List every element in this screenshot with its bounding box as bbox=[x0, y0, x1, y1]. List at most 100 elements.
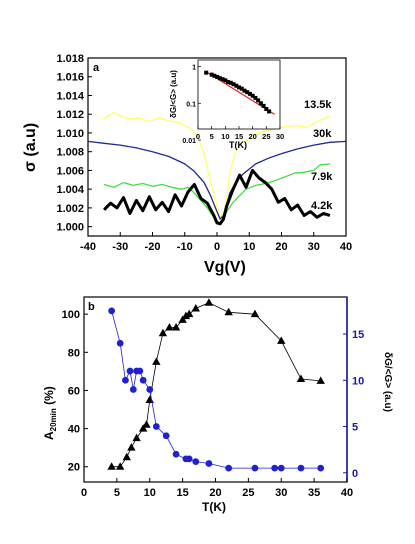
panel-b-y2label: δG/<G> (a.u) bbox=[382, 352, 393, 412]
y-tick-label: 1.006 bbox=[56, 165, 84, 177]
circle-marker bbox=[116, 339, 124, 347]
inset-point bbox=[223, 78, 228, 83]
x-tick-label: 40 bbox=[340, 241, 352, 253]
panel-b: b 0 5 10 15 20 25 30 35 40 20 40 60 80 100 0 5 10 15 T(… bbox=[42, 296, 393, 514]
series-line-13.5k bbox=[103, 111, 331, 218]
x-tick-label: -30 bbox=[112, 241, 128, 253]
inset-point bbox=[258, 101, 263, 106]
panel-b-ylabel-sub: 20min bbox=[49, 408, 58, 431]
x-tick-label: -40 bbox=[80, 241, 96, 253]
inset-point bbox=[215, 74, 220, 79]
triangle-marker bbox=[145, 395, 154, 403]
triangle-marker bbox=[204, 298, 214, 306]
circle-marker bbox=[225, 464, 233, 472]
triangle-marker bbox=[250, 309, 260, 318]
inset-x-tick-label: 0 bbox=[196, 132, 200, 141]
triangle-marker bbox=[158, 328, 168, 337]
triangle-marker bbox=[178, 315, 187, 323]
y2-tick-label: 10 bbox=[352, 375, 364, 387]
circle-marker bbox=[277, 464, 285, 472]
inset-point bbox=[234, 83, 239, 88]
circle-marker bbox=[185, 455, 193, 463]
circle-marker bbox=[271, 464, 279, 472]
triangle-marker bbox=[191, 303, 200, 312]
y2-tick-label: 5 bbox=[352, 422, 358, 434]
triangle-marker bbox=[277, 336, 286, 344]
circle-marker bbox=[192, 458, 200, 466]
y-tick-label: 1.004 bbox=[56, 184, 84, 196]
inset-frame bbox=[197, 59, 281, 130]
x-tick-label: 20 bbox=[209, 487, 221, 499]
x-tick-label: 30 bbox=[308, 241, 320, 253]
inset-point bbox=[261, 103, 266, 108]
y2-tick-label: 0 bbox=[352, 468, 358, 480]
panel-b-xlabel: T(K) bbox=[202, 500, 226, 514]
y-tick-label: 40 bbox=[68, 424, 80, 436]
triangle-marker bbox=[181, 311, 191, 320]
panel-a-label: a bbox=[93, 62, 100, 74]
inset-x-tick-label: 20 bbox=[248, 132, 256, 141]
triangle-marker bbox=[107, 462, 116, 470]
curve-label-4-2k: 4.2k bbox=[311, 200, 333, 212]
inset-point bbox=[220, 77, 225, 82]
x-tick-label: 25 bbox=[242, 487, 254, 499]
curve-label-13-5k: 13.5k bbox=[304, 99, 332, 111]
circle-marker bbox=[146, 386, 154, 393]
inset-point bbox=[209, 72, 214, 77]
inset-point bbox=[256, 98, 261, 103]
inset-point bbox=[247, 91, 252, 96]
circle-marker bbox=[317, 464, 325, 472]
inset-point bbox=[226, 79, 231, 84]
panel-b-y2-ticks: 0 5 10 15 bbox=[343, 329, 364, 480]
panel-b-frame bbox=[83, 296, 348, 483]
circle-marker bbox=[162, 432, 170, 440]
x-tick-label: 10 bbox=[243, 241, 255, 253]
circle-marker bbox=[129, 386, 137, 393]
inset-x-tick-label: 25 bbox=[262, 132, 270, 141]
triangle-marker bbox=[152, 357, 161, 365]
panel-a-xlabel: Vg(V) bbox=[204, 259, 246, 276]
x-tick-label: 0 bbox=[81, 487, 87, 499]
circle-marker bbox=[136, 367, 144, 375]
series-line-triangle bbox=[111, 302, 321, 468]
triangle-marker bbox=[138, 424, 148, 432]
curve-label-7-9k: 7.9k bbox=[311, 171, 333, 183]
inset-y-tick-label: 1 bbox=[192, 64, 196, 71]
x-tick-label: 10 bbox=[144, 487, 156, 499]
inset-point bbox=[267, 109, 272, 114]
inset-point bbox=[245, 90, 250, 95]
circle-marker bbox=[205, 460, 213, 467]
y-tick-label: 60 bbox=[68, 385, 80, 397]
triangle-marker bbox=[142, 420, 151, 428]
inset-point bbox=[250, 93, 255, 98]
panel-b-y-ticks: 20 40 60 80 100 bbox=[62, 309, 88, 474]
circle-marker bbox=[126, 367, 134, 375]
inset-x-tick-label: 30 bbox=[276, 132, 284, 141]
y-tick-label: 1.014 bbox=[56, 90, 84, 102]
inset-point bbox=[231, 82, 236, 87]
panel-a-ylabel: σ (a.u) bbox=[22, 123, 39, 172]
panel-b-ylabel: A20min (%) bbox=[42, 386, 58, 440]
x-tick-label: 15 bbox=[177, 487, 189, 499]
panel-b-series bbox=[107, 298, 325, 472]
x-tick-label: 40 bbox=[341, 487, 353, 499]
circle-marker bbox=[108, 307, 116, 315]
inset-point bbox=[212, 73, 217, 78]
panel-a: a -40 -30 -20 -10 0 10 20 30 40 1.0001.0021.0041… bbox=[22, 53, 352, 276]
x-tick-label: 35 bbox=[308, 487, 320, 499]
inset-point bbox=[204, 70, 209, 75]
y-tick-label: 1.012 bbox=[56, 109, 84, 121]
y-tick-label: 1.018 bbox=[56, 53, 84, 65]
circle-marker bbox=[172, 450, 180, 458]
inset-plot: 0 5 10 15 20 25 30 0.01 0.1 1 T(K) δG/<G> (a.u) bbox=[169, 59, 284, 150]
circle-marker bbox=[122, 376, 129, 384]
inset-point bbox=[242, 88, 247, 93]
y-tick-label: 1.008 bbox=[56, 147, 84, 159]
panel-b-x-ticks: 0 5 10 15 20 25 30 35 40 bbox=[81, 478, 353, 499]
inset-x-tick-label: 10 bbox=[221, 132, 229, 141]
panel-a-x-ticks: -40 -30 -20 -10 0 10 20 30 40 bbox=[80, 232, 352, 253]
y-tick-label: 1.010 bbox=[56, 128, 84, 140]
triangle-marker bbox=[185, 309, 194, 318]
inset-ylabel: δG/<G> (a.u) bbox=[169, 70, 178, 118]
x-tick-label: -20 bbox=[145, 241, 161, 253]
